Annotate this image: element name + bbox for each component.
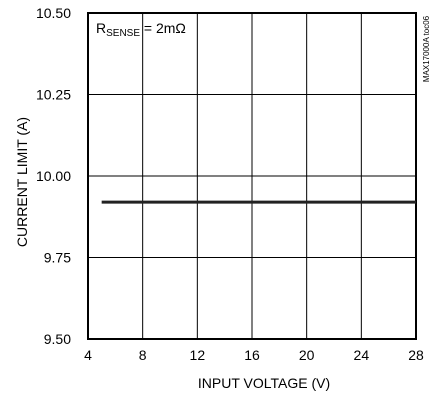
rsense-prefix: R — [96, 20, 106, 36]
x-tick-label: 4 — [84, 347, 92, 363]
y-tick-label: 10.25 — [36, 87, 71, 103]
rsense-suffix: = 2mΩ — [140, 20, 186, 36]
rsense-subscript: SENSE — [106, 28, 140, 39]
y-tick-label: 10.50 — [36, 5, 71, 21]
x-tick-label: 12 — [190, 347, 206, 363]
x-tick-label: 28 — [408, 347, 424, 363]
x-tick-label: 24 — [354, 347, 370, 363]
plot-frame — [87, 12, 417, 340]
y-tick-label: 10.00 — [36, 168, 71, 184]
x-axis-title: INPUT VOLTAGE (V) — [198, 375, 330, 391]
x-tick-label: 16 — [244, 347, 260, 363]
y-tick-label: 9.75 — [44, 250, 71, 266]
x-tick-label: 8 — [139, 347, 147, 363]
figure-id-note: MAX17000A toc06 — [422, 15, 431, 82]
x-tick-label: 20 — [299, 347, 315, 363]
y-tick-label: 9.50 — [44, 331, 71, 347]
rsense-annotation: RSENSE = 2mΩ — [96, 20, 186, 39]
y-axis-tick-labels: 9.50 9.75 10.00 10.25 10.50 — [36, 5, 71, 347]
y-axis-title: CURRENT LIMIT (A) — [14, 117, 30, 247]
x-axis-tick-labels: 4 8 12 16 20 24 28 — [84, 347, 424, 363]
grid-lines — [88, 13, 416, 339]
